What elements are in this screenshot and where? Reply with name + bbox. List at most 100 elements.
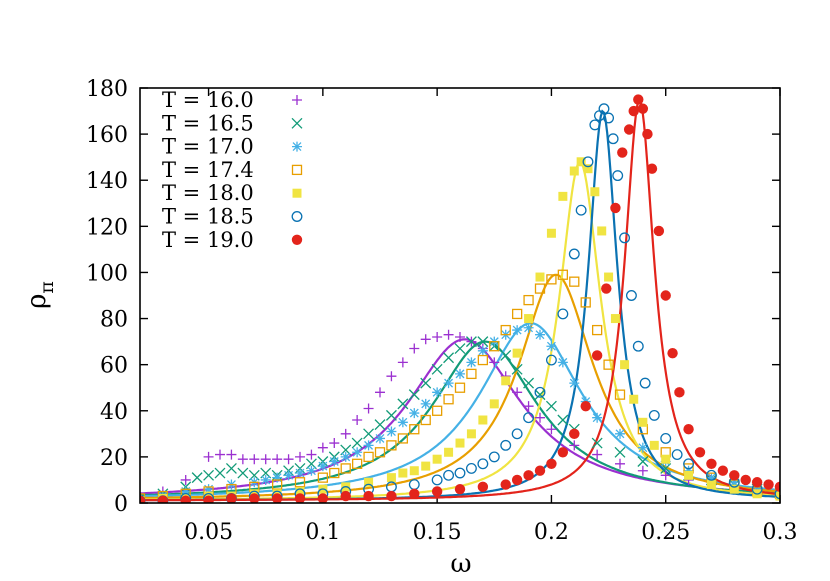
legend-label: T = 17.0: [162, 135, 254, 159]
data-point: [420, 334, 431, 345]
data-point: [660, 290, 671, 301]
data-point: [632, 340, 644, 352]
data-point: [775, 491, 780, 501]
data-point: [612, 170, 624, 182]
data-point: [546, 274, 557, 285]
data-point: [729, 484, 739, 494]
data-point: [431, 405, 443, 416]
data-point: [340, 490, 351, 502]
data-point: [591, 350, 603, 361]
data-point: [271, 493, 283, 503]
data-point: [684, 470, 694, 480]
svg-text:ρπ: ρπ: [22, 281, 58, 309]
data-point: [375, 433, 385, 444]
data-point: [443, 329, 454, 340]
data-point: [477, 481, 489, 493]
data-point: [660, 470, 671, 481]
data-point: [557, 447, 569, 458]
data-point: [363, 440, 374, 451]
data-point: [398, 468, 408, 478]
data-point: [637, 456, 649, 467]
data-point: [546, 341, 557, 352]
data-point: [667, 347, 678, 359]
legend-label: T = 16.0: [162, 88, 254, 112]
data-point: [443, 394, 454, 405]
fit-curve: [140, 340, 780, 497]
y-tick-label: 100: [86, 261, 128, 286]
data-point: [409, 488, 420, 499]
data-point: [271, 479, 283, 490]
x-tick-label: 0.2: [534, 520, 569, 545]
data-point: [610, 202, 621, 214]
data-point: [511, 308, 523, 320]
data-point: [592, 449, 603, 460]
data-point: [363, 428, 375, 440]
x-tick-label: 0.15: [413, 520, 462, 545]
data-point: [511, 428, 523, 440]
data-point: [489, 357, 500, 368]
data-point: [340, 463, 351, 474]
data-point: [660, 432, 672, 444]
data-point: [317, 493, 329, 503]
data-point: [637, 103, 649, 114]
x-axis-label: ω: [450, 549, 471, 579]
data-point: [569, 428, 580, 440]
data-point: [671, 449, 683, 461]
data-point: [157, 495, 169, 503]
data-point: [478, 415, 488, 425]
data-point: [512, 348, 522, 358]
data-point: [465, 336, 477, 348]
data-point: [619, 232, 631, 244]
data-point: [535, 412, 545, 423]
data-point: [283, 470, 294, 481]
data-point: [557, 414, 569, 426]
data-point: [260, 454, 271, 465]
data-point: [352, 415, 363, 425]
data-point: [386, 440, 397, 451]
data-point: [501, 376, 511, 386]
legend-marker: [292, 188, 302, 198]
data-point: [295, 468, 305, 479]
data-point: [590, 187, 600, 197]
data-point: [683, 424, 694, 435]
data-point: [583, 164, 593, 174]
y-tick-label: 20: [100, 446, 128, 471]
data-point: [523, 412, 535, 424]
data-point: [629, 394, 639, 404]
data-point: [500, 324, 511, 336]
data-point: [534, 386, 546, 398]
data-point: [625, 290, 637, 301]
data-point: [534, 283, 546, 294]
y-axis-label-main: ρ: [22, 294, 52, 309]
data-point: [397, 417, 408, 428]
data-point: [340, 428, 351, 439]
data-point: [615, 428, 625, 439]
data-point: [306, 465, 317, 476]
data-point: [386, 371, 397, 382]
data-point: [569, 378, 580, 389]
data-point: [694, 447, 706, 458]
y-tick-label: 120: [86, 215, 128, 240]
data-point: [432, 454, 442, 464]
data-point: [623, 124, 635, 135]
data-point: [511, 363, 523, 375]
data-point: [638, 417, 648, 427]
data-point: [295, 451, 305, 462]
data-point: [601, 283, 612, 294]
data-point: [432, 387, 443, 398]
data-point: [569, 440, 580, 451]
data-point: [226, 449, 237, 460]
legend-label: T = 19.0: [162, 228, 254, 252]
data-point: [409, 424, 420, 435]
data-point: [363, 451, 374, 463]
data-point: [374, 447, 386, 458]
data-point: [363, 490, 374, 502]
data-point: [523, 294, 534, 306]
y-tick-label: 0: [114, 492, 128, 517]
data-point: [180, 492, 192, 503]
data-point: [295, 486, 305, 496]
data-point: [511, 474, 523, 486]
data-point: [674, 387, 685, 398]
data-point: [385, 409, 397, 421]
